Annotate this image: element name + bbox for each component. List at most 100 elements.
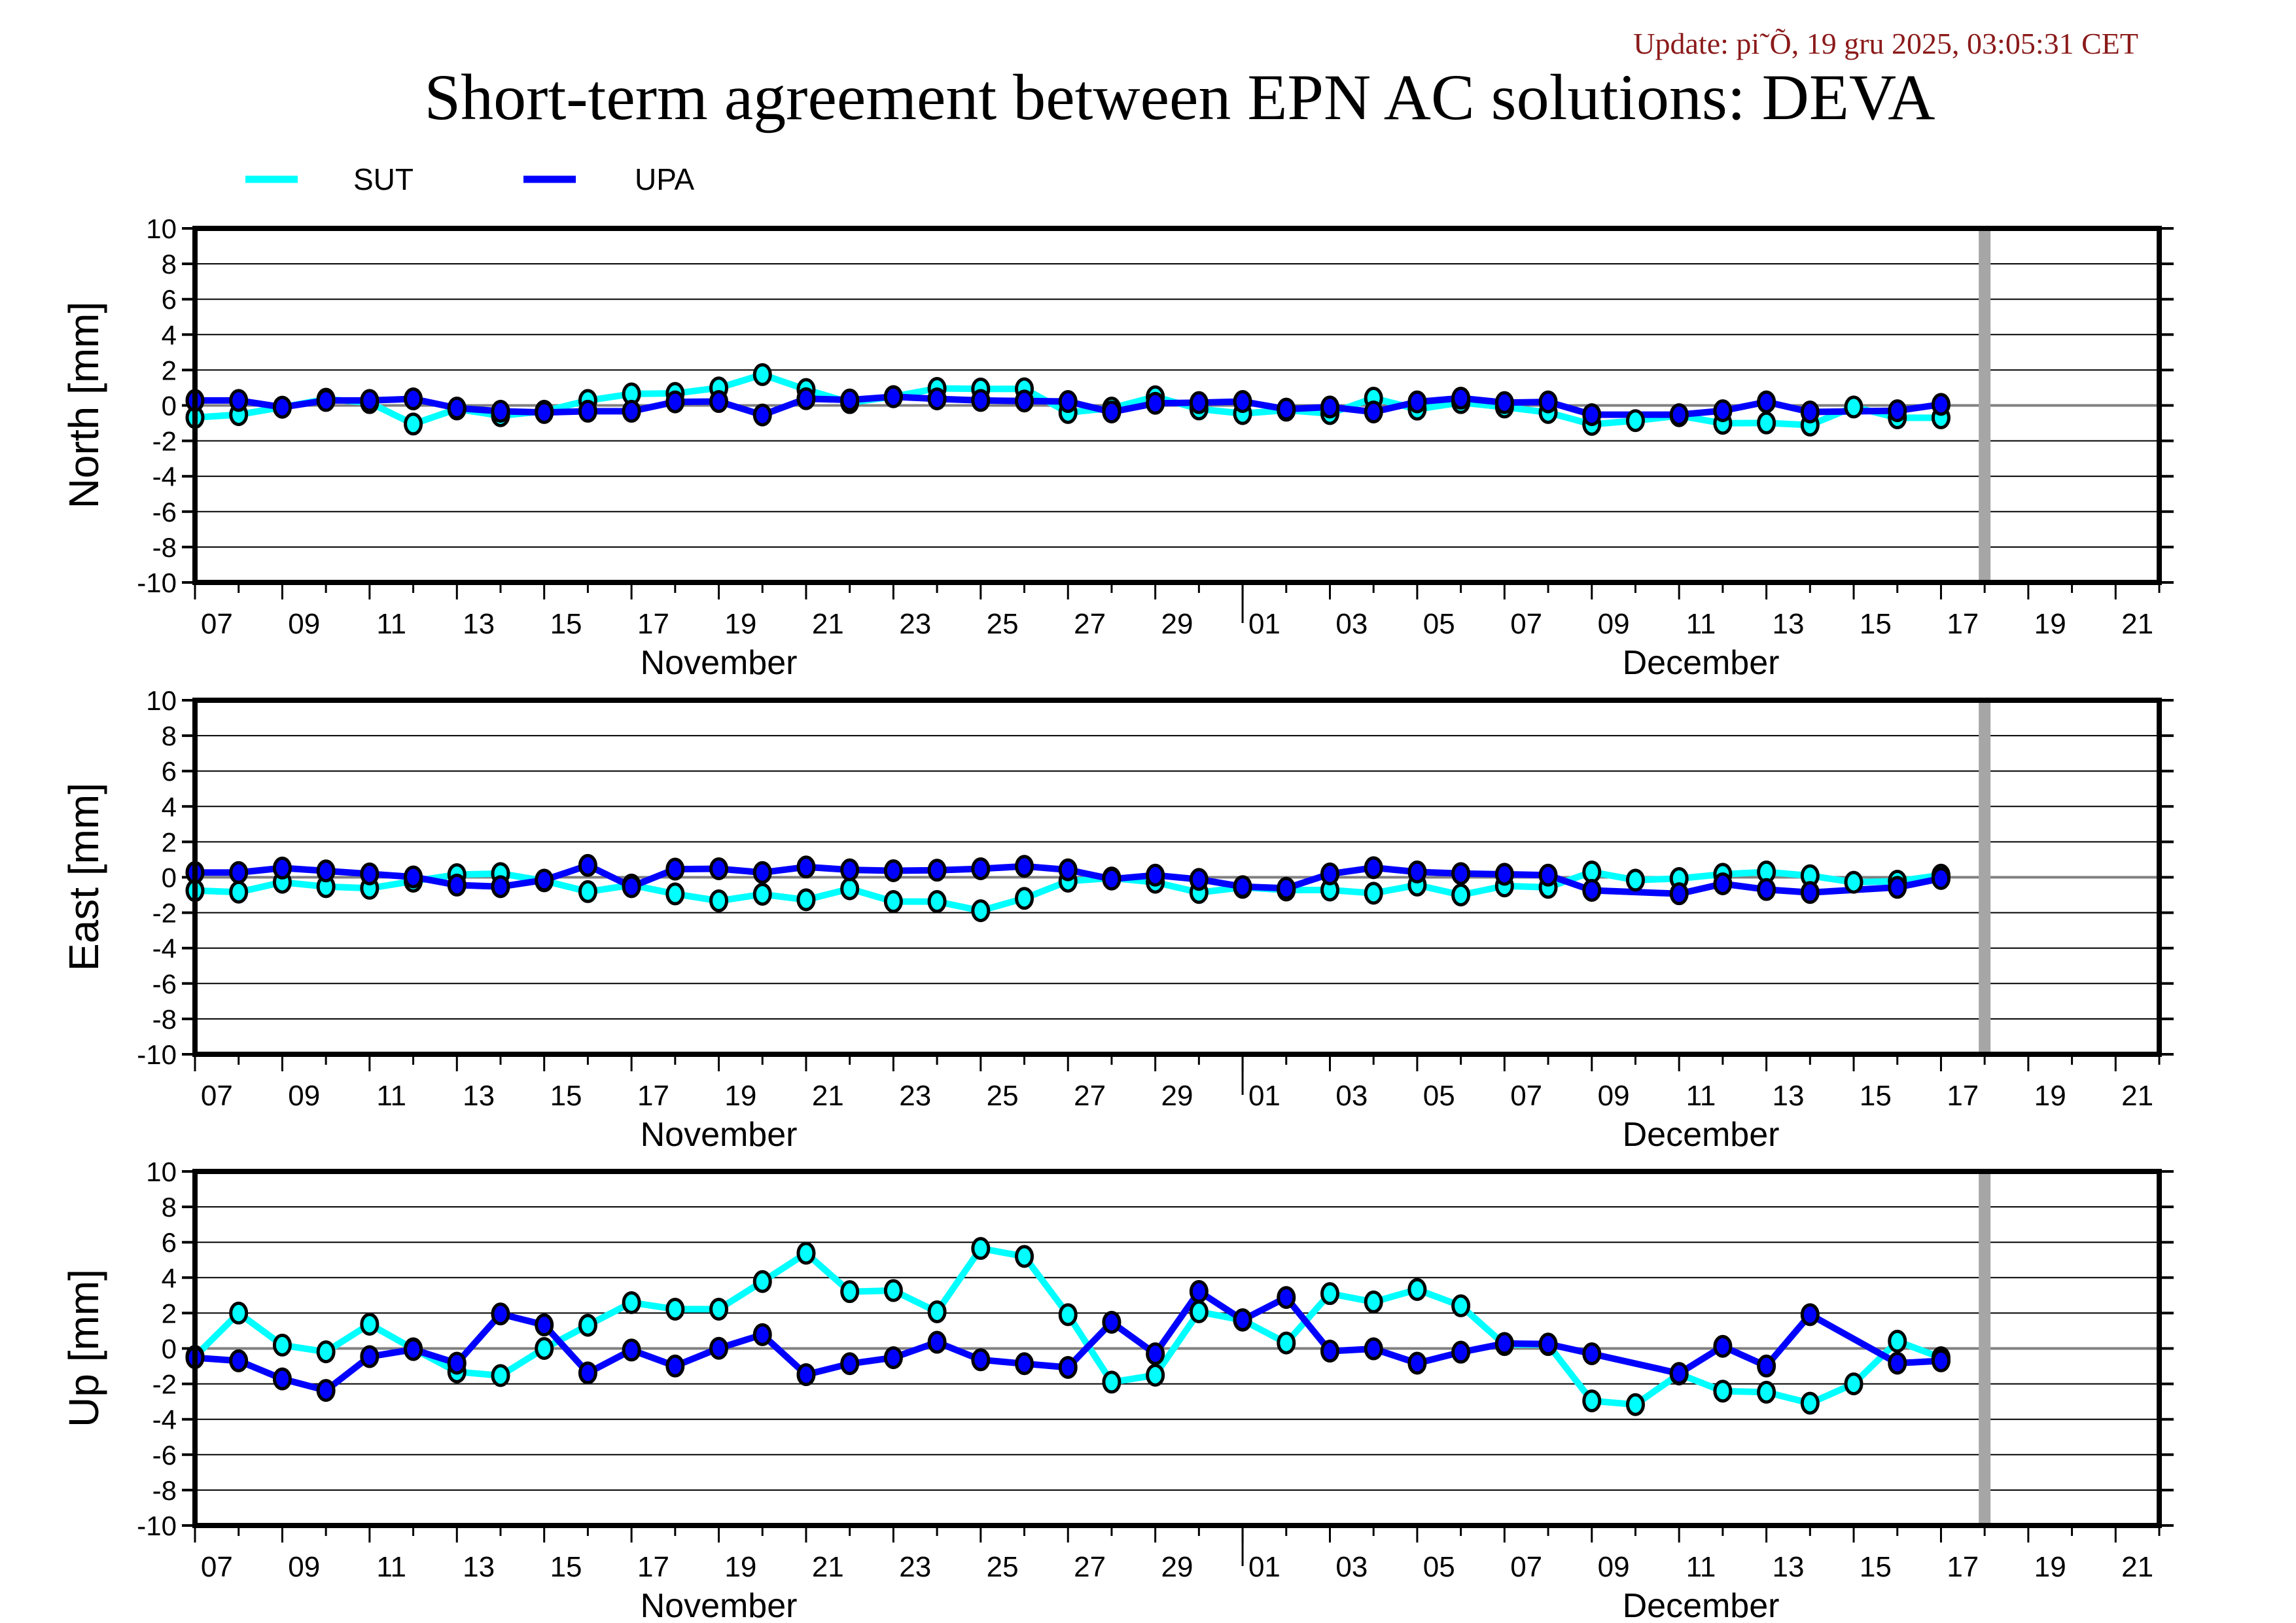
x-tick-label: 15 bbox=[1860, 1080, 1892, 1112]
x-tick-label: 21 bbox=[2121, 1080, 2153, 1112]
x-tick-label: 21 bbox=[812, 1080, 844, 1112]
data-point-upa bbox=[1713, 872, 1733, 896]
x-tick-label: 13 bbox=[463, 1551, 495, 1583]
y-tick-label: 4 bbox=[162, 319, 177, 350]
y-tick-label: -8 bbox=[152, 1475, 177, 1506]
y-tick-label: 0 bbox=[162, 391, 177, 421]
x-tick-label: 17 bbox=[637, 1551, 669, 1583]
data-point-sut bbox=[316, 1340, 336, 1364]
data-point-upa bbox=[272, 1367, 292, 1391]
x-tick-label: 23 bbox=[899, 1551, 931, 1583]
x-tick-label: 19 bbox=[2034, 1551, 2066, 1583]
data-point-upa bbox=[229, 389, 249, 412]
x-tick-label: 27 bbox=[1074, 608, 1106, 640]
data-point-sut bbox=[1015, 1245, 1034, 1268]
data-point-sut bbox=[1888, 1329, 1907, 1353]
data-point-upa bbox=[1931, 393, 1951, 416]
data-point-upa bbox=[1713, 399, 1733, 423]
y-tick-label: -6 bbox=[152, 1440, 177, 1471]
month-label: December bbox=[1623, 1587, 1780, 1623]
chart-title: Short-term agreement between EPN AC solu… bbox=[425, 61, 1935, 134]
data-point-upa bbox=[1800, 401, 1820, 424]
y-tick-label: -10 bbox=[137, 567, 177, 598]
data-point-sut bbox=[709, 889, 729, 912]
x-tick-label: 07 bbox=[201, 1551, 233, 1583]
data-point-sut bbox=[1364, 1290, 1383, 1313]
data-point-upa bbox=[927, 859, 947, 882]
month-label: November bbox=[641, 1116, 798, 1154]
data-point-upa bbox=[1669, 882, 1689, 906]
data-point-upa bbox=[927, 387, 947, 410]
x-tick-label: 07 bbox=[201, 608, 233, 640]
x-tick-label: 21 bbox=[2121, 1551, 2153, 1583]
up-panel: Up [mm] 10 8 6 4 2 0 -2 -4 -6 -8 -10 07 09 11 13 15 17 19… bbox=[60, 1156, 2174, 1623]
data-point-upa bbox=[1494, 1332, 1514, 1355]
current-date-bar bbox=[1979, 700, 1991, 1054]
data-point-sut bbox=[752, 882, 772, 906]
data-point-sut bbox=[1582, 1389, 1602, 1413]
data-point-sut bbox=[1625, 409, 1645, 433]
data-point-upa bbox=[1277, 397, 1296, 421]
x-tick-label: 21 bbox=[812, 1551, 844, 1583]
data-point-sut bbox=[1320, 1282, 1339, 1306]
data-point-upa bbox=[1538, 1332, 1558, 1356]
y-tick-label: 2 bbox=[162, 355, 177, 385]
month-label: December bbox=[1623, 1116, 1780, 1154]
x-tick-label: 29 bbox=[1161, 1551, 1193, 1583]
data-point-upa bbox=[840, 388, 860, 412]
x-tick-label: 09 bbox=[288, 1080, 320, 1112]
month-label: November bbox=[641, 1587, 798, 1623]
data-point-upa bbox=[578, 399, 597, 423]
data-point-upa bbox=[229, 1349, 249, 1372]
data-point-upa bbox=[1233, 390, 1252, 414]
y-tick-label: 8 bbox=[162, 1192, 177, 1222]
x-tick-label: 17 bbox=[637, 608, 669, 640]
y-tick-label: -4 bbox=[152, 933, 177, 964]
x-tick-label: 19 bbox=[724, 1080, 756, 1112]
data-point-upa bbox=[971, 857, 991, 881]
data-point-upa bbox=[447, 397, 467, 420]
y-tick-label: -2 bbox=[152, 1369, 177, 1400]
x-tick-label: 19 bbox=[2034, 608, 2066, 640]
data-point-upa bbox=[752, 403, 772, 427]
data-point-upa bbox=[578, 1361, 597, 1385]
data-point-upa bbox=[1451, 1340, 1471, 1364]
data-point-sut bbox=[883, 1279, 903, 1302]
y-tick-label: 0 bbox=[162, 1334, 177, 1364]
data-point-sut bbox=[752, 1270, 772, 1293]
data-point-sut bbox=[665, 882, 685, 906]
y-tick-label: 10 bbox=[146, 685, 177, 716]
data-point-upa bbox=[1669, 403, 1689, 427]
data-point-sut bbox=[971, 899, 991, 923]
data-point-sut bbox=[1757, 1380, 1776, 1404]
data-point-sut bbox=[404, 412, 423, 436]
data-point-sut bbox=[1625, 868, 1645, 892]
data-point-upa bbox=[622, 1338, 641, 1362]
y-tick-label: 8 bbox=[162, 249, 177, 279]
data-point-upa bbox=[1015, 389, 1034, 413]
data-point-sut bbox=[796, 888, 816, 912]
legend-entry-sut: SUT bbox=[245, 162, 414, 196]
y-tick-label: 10 bbox=[146, 1156, 177, 1187]
data-point-sut bbox=[927, 1300, 947, 1324]
data-point-upa bbox=[1582, 879, 1602, 902]
data-point-upa bbox=[1058, 390, 1078, 414]
data-point-upa bbox=[883, 385, 903, 408]
data-point-upa bbox=[1800, 881, 1820, 904]
x-tick-label: 21 bbox=[2121, 608, 2153, 640]
x-tick-label: 11 bbox=[376, 1551, 406, 1583]
month-label: December bbox=[1623, 644, 1780, 682]
data-point-upa bbox=[535, 401, 554, 424]
data-point-upa bbox=[1582, 1342, 1602, 1366]
data-point-upa bbox=[491, 875, 510, 899]
x-tick-label: 15 bbox=[550, 1551, 582, 1583]
data-point-upa bbox=[1102, 1310, 1122, 1334]
data-point-upa bbox=[535, 868, 554, 892]
data-point-upa bbox=[1888, 1351, 1907, 1375]
data-point-upa bbox=[1277, 876, 1296, 900]
data-point-sut bbox=[927, 890, 947, 914]
x-tick-label: 11 bbox=[376, 608, 406, 640]
y-tick-label: -8 bbox=[152, 1004, 177, 1035]
x-tick-label: 11 bbox=[1686, 608, 1716, 640]
current-date-bar bbox=[1979, 1171, 1991, 1525]
